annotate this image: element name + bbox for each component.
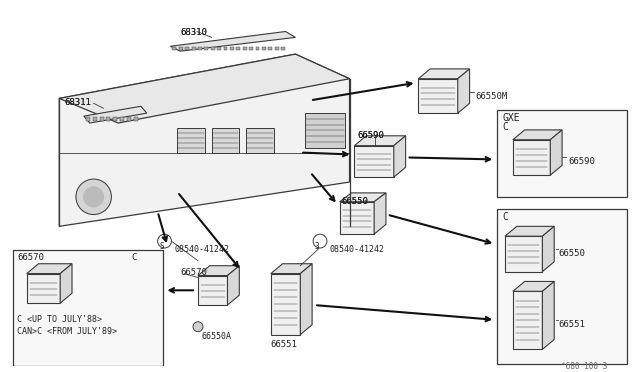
Polygon shape xyxy=(211,47,214,50)
Circle shape xyxy=(193,322,203,331)
Text: 66551: 66551 xyxy=(558,320,585,329)
Text: C <UP TO JULY'88>: C <UP TO JULY'88> xyxy=(17,315,102,324)
Text: 3: 3 xyxy=(315,241,319,250)
Polygon shape xyxy=(179,47,183,50)
Polygon shape xyxy=(543,226,554,272)
Polygon shape xyxy=(198,47,202,50)
Polygon shape xyxy=(355,146,394,177)
Polygon shape xyxy=(246,128,274,153)
Polygon shape xyxy=(185,47,189,50)
Polygon shape xyxy=(60,54,349,226)
Polygon shape xyxy=(172,47,177,50)
Text: ^680 100 3: ^680 100 3 xyxy=(561,362,607,371)
Text: S: S xyxy=(159,241,164,250)
Text: 66551: 66551 xyxy=(271,340,298,349)
Polygon shape xyxy=(84,106,147,123)
Circle shape xyxy=(76,179,111,215)
Bar xyxy=(497,110,627,197)
Text: 66550: 66550 xyxy=(342,197,369,206)
Polygon shape xyxy=(198,276,227,305)
Polygon shape xyxy=(255,47,259,50)
Polygon shape xyxy=(27,264,72,273)
Text: 66550: 66550 xyxy=(342,197,369,206)
Polygon shape xyxy=(236,47,240,50)
Polygon shape xyxy=(60,264,72,303)
Polygon shape xyxy=(394,136,406,177)
Polygon shape xyxy=(134,117,138,121)
Text: 68311: 68311 xyxy=(64,99,91,108)
Circle shape xyxy=(157,234,172,248)
Polygon shape xyxy=(505,226,554,236)
Polygon shape xyxy=(93,117,97,121)
Text: 66590: 66590 xyxy=(357,131,384,140)
Polygon shape xyxy=(513,282,554,291)
Polygon shape xyxy=(513,140,550,175)
Polygon shape xyxy=(27,273,60,303)
Polygon shape xyxy=(170,32,296,51)
Polygon shape xyxy=(340,193,386,202)
Polygon shape xyxy=(120,117,124,121)
Text: 68310: 68310 xyxy=(180,28,207,36)
Polygon shape xyxy=(106,117,110,121)
Bar xyxy=(497,209,627,364)
Polygon shape xyxy=(275,47,278,50)
Text: C: C xyxy=(502,212,508,222)
Text: 68311: 68311 xyxy=(64,99,91,108)
Polygon shape xyxy=(340,202,374,234)
Polygon shape xyxy=(513,291,543,349)
Polygon shape xyxy=(177,128,205,153)
Polygon shape xyxy=(300,264,312,334)
Polygon shape xyxy=(271,273,300,334)
Text: 66550A: 66550A xyxy=(202,331,232,341)
Text: 66590: 66590 xyxy=(568,157,595,166)
Polygon shape xyxy=(230,47,234,50)
Text: C: C xyxy=(502,122,508,132)
Text: 66550M: 66550M xyxy=(476,92,508,100)
Text: 66590: 66590 xyxy=(357,131,384,140)
Text: GXE: GXE xyxy=(502,113,520,123)
Text: 08540-41242: 08540-41242 xyxy=(330,245,385,254)
Polygon shape xyxy=(374,193,386,234)
Polygon shape xyxy=(262,47,266,50)
Polygon shape xyxy=(217,47,221,50)
Polygon shape xyxy=(204,47,208,50)
Polygon shape xyxy=(127,117,131,121)
Circle shape xyxy=(313,234,327,248)
Polygon shape xyxy=(513,130,562,140)
Polygon shape xyxy=(281,47,285,50)
Polygon shape xyxy=(271,264,312,273)
Polygon shape xyxy=(198,266,239,276)
Text: 08540-41242: 08540-41242 xyxy=(174,245,229,254)
Text: 66570: 66570 xyxy=(17,253,44,262)
Polygon shape xyxy=(223,47,227,50)
Polygon shape xyxy=(113,117,117,121)
Polygon shape xyxy=(419,69,470,79)
Polygon shape xyxy=(86,117,90,121)
Polygon shape xyxy=(249,47,253,50)
Polygon shape xyxy=(60,54,349,123)
Text: CAN>C <FROM JULY'89>: CAN>C <FROM JULY'89> xyxy=(17,327,117,336)
Polygon shape xyxy=(227,266,239,305)
Polygon shape xyxy=(212,128,239,153)
Polygon shape xyxy=(505,236,543,272)
Polygon shape xyxy=(458,69,470,113)
Polygon shape xyxy=(305,113,344,148)
Polygon shape xyxy=(355,136,406,146)
Text: 68310: 68310 xyxy=(180,28,207,36)
Circle shape xyxy=(84,187,104,207)
Polygon shape xyxy=(419,79,458,113)
Polygon shape xyxy=(543,282,554,349)
Polygon shape xyxy=(550,130,562,175)
Polygon shape xyxy=(100,117,104,121)
Bar xyxy=(13,250,163,366)
Polygon shape xyxy=(243,47,246,50)
Text: 66570: 66570 xyxy=(180,268,207,277)
Polygon shape xyxy=(191,47,195,50)
Polygon shape xyxy=(268,47,272,50)
Text: C: C xyxy=(131,253,136,262)
Text: 66550: 66550 xyxy=(558,249,585,258)
